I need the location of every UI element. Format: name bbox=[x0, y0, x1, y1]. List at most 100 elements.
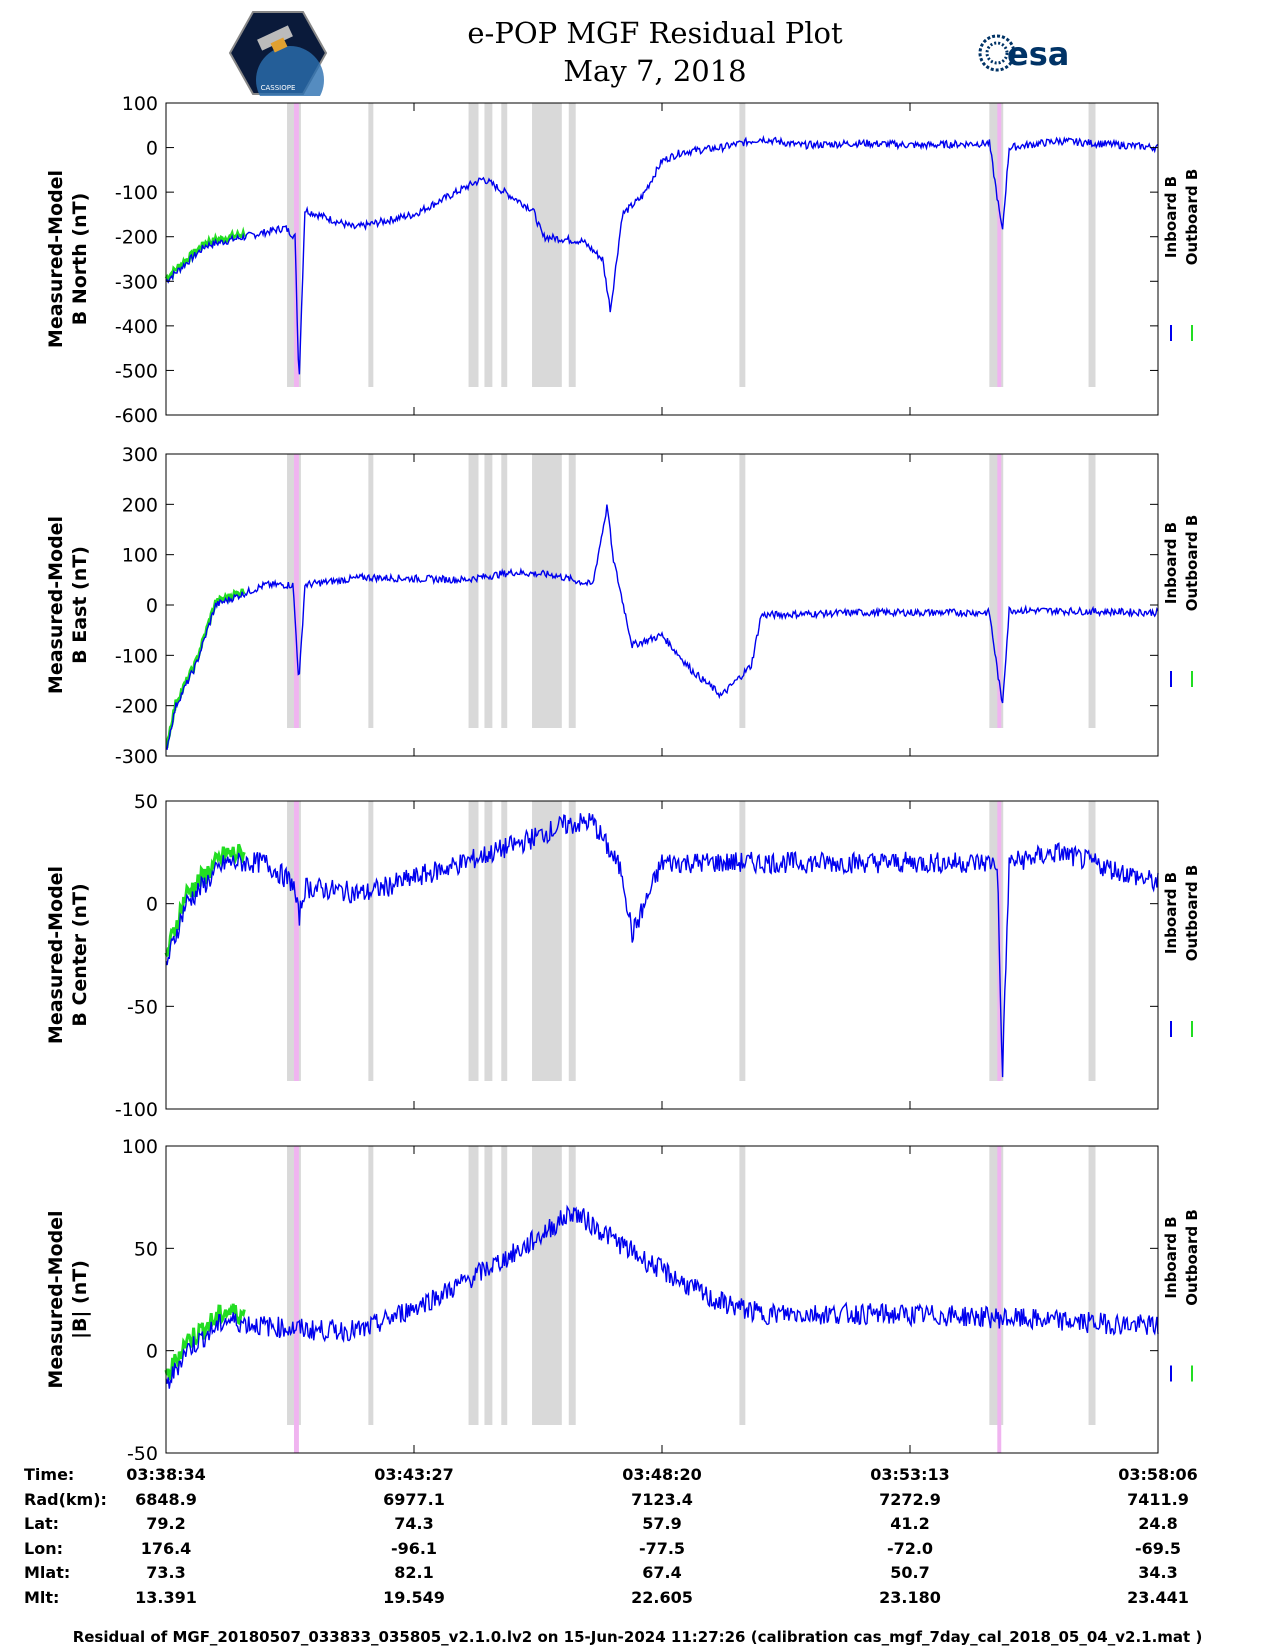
ephemeris-value: 176.4 bbox=[140, 1538, 192, 1558]
ephemeris-value: 19.549 bbox=[383, 1587, 445, 1607]
pink-band bbox=[293, 801, 299, 1081]
gray-band bbox=[532, 103, 562, 387]
ephemeris-label: Mlat: bbox=[24, 1563, 71, 1582]
y-tick-label: -200 bbox=[115, 696, 158, 718]
gray-band bbox=[484, 103, 493, 387]
y-tick-label: -600 bbox=[115, 405, 158, 427]
ephemeris-value: 03:53:13 bbox=[870, 1465, 950, 1484]
y-tick-label: 100 bbox=[122, 545, 158, 567]
axes-frame bbox=[165, 453, 1159, 757]
ephemeris-value: 73.3 bbox=[146, 1563, 186, 1582]
inboard-b-line bbox=[165, 813, 1159, 1078]
pink-band bbox=[293, 454, 299, 728]
ephemeris-row: Lon: 176.4 -96.1 -77.5 -72.0 -69.5 bbox=[0, 1539, 1275, 1563]
legend-outboard-label: Outboard B bbox=[1183, 515, 1201, 612]
y-axis-label-line1: Measured-Model bbox=[45, 866, 67, 1044]
y-tick-label: 0 bbox=[146, 138, 158, 160]
ephemeris-table: Time: 03:38:34 03:43:27 03:48:20 03:53:13 03:… bbox=[0, 1465, 1275, 1615]
legend-inboard-label: Inboard B bbox=[1162, 522, 1180, 604]
plot-date: May 7, 2018 bbox=[563, 54, 747, 88]
gray-band bbox=[484, 454, 493, 728]
y-tick-label: -50 bbox=[127, 996, 158, 1018]
gray-band bbox=[1088, 103, 1096, 387]
inboard-b-line bbox=[165, 504, 1159, 750]
ephemeris-label: Rad(km): bbox=[24, 1489, 107, 1509]
y-axis-label-line1: Measured-Model bbox=[45, 1210, 67, 1388]
panel-2: 300 200 100 0 -100 -200 -300 Measured-Model B Ea… bbox=[45, 444, 1201, 768]
ephemeris-value: 34.3 bbox=[1138, 1563, 1178, 1582]
gray-band bbox=[501, 1146, 508, 1425]
ephemeris-label: Lon: bbox=[24, 1538, 63, 1558]
y-tick-label: -400 bbox=[115, 316, 158, 338]
ephemeris-value: -72.0 bbox=[886, 1538, 934, 1558]
ephemeris-value: 7123.4 bbox=[631, 1489, 693, 1509]
inboard-b-line bbox=[165, 1204, 1159, 1389]
ephemeris-value: 50.7 bbox=[890, 1563, 930, 1582]
ephemeris-value: 13.391 bbox=[135, 1587, 197, 1607]
panel-4: 100 50 0 -50 Measured-Model |B| (nT) Inboard B… bbox=[45, 1136, 1201, 1460]
gray-band bbox=[568, 103, 576, 387]
ephemeris-label: Lat: bbox=[24, 1514, 60, 1533]
ephemeris-value: -77.5 bbox=[638, 1538, 686, 1558]
esa-logo: esa bbox=[978, 34, 1069, 73]
pink-band bbox=[997, 454, 1002, 728]
gray-band bbox=[739, 1146, 746, 1425]
ephemeris-value: 23.180 bbox=[879, 1587, 941, 1607]
outboard-b-line bbox=[165, 588, 246, 749]
ephemeris-value: 79.2 bbox=[146, 1514, 186, 1533]
y-tick-label: 100 bbox=[122, 1136, 158, 1158]
y-tick-label: 50 bbox=[134, 1238, 158, 1260]
gray-band bbox=[484, 1146, 493, 1425]
gray-band bbox=[1088, 1146, 1096, 1425]
gray-band bbox=[739, 103, 746, 387]
ephemeris-value: 57.9 bbox=[642, 1514, 682, 1533]
ephemeris-value: 03:48:20 bbox=[622, 1465, 702, 1484]
pink-band bbox=[293, 1146, 299, 1453]
panel-3: 50 0 -50 -100 Measured-Model B Center (nT) Inb… bbox=[45, 791, 1201, 1121]
residual-plots: 1000-100-200-300-400-500-600Measured-Mod… bbox=[45, 93, 1201, 1460]
legend-inboard-label: Inboard B bbox=[1162, 1216, 1180, 1298]
esa-logo-text: esa bbox=[1007, 35, 1069, 73]
y-axis-label-line2: B East (nT) bbox=[69, 546, 91, 664]
gray-band bbox=[568, 1146, 576, 1425]
ephemeris-value: 7272.9 bbox=[879, 1489, 941, 1509]
ephemeris-value: 22.605 bbox=[631, 1587, 693, 1607]
ephemeris-value: 7411.9 bbox=[1127, 1489, 1189, 1509]
ephemeris-label: Mlt: bbox=[24, 1587, 60, 1607]
legend-outboard-label: Outboard B bbox=[1183, 865, 1201, 962]
gray-band bbox=[739, 454, 746, 728]
pink-band bbox=[997, 103, 1002, 387]
gray-band bbox=[484, 801, 493, 1081]
ephemeris-row: Mlat: 73.3 82.1 67.4 50.7 34.3 bbox=[0, 1563, 1275, 1587]
ephemeris-value: -69.5 bbox=[1134, 1538, 1182, 1558]
ephemeris-value: 03:43:27 bbox=[374, 1465, 454, 1484]
cassiope-logo-text: CASSIOPE bbox=[261, 84, 296, 92]
plot-title: e-POP MGF Residual Plot bbox=[467, 16, 843, 50]
ephemeris-value: 03:38:34 bbox=[126, 1465, 206, 1484]
ephemeris-value: 6977.1 bbox=[383, 1489, 445, 1509]
ephemeris-value: 6848.9 bbox=[135, 1489, 197, 1509]
gray-band bbox=[368, 801, 374, 1081]
gray-band bbox=[532, 454, 562, 728]
gray-band bbox=[368, 103, 374, 387]
gray-band bbox=[532, 1146, 562, 1425]
y-tick-label: 100 bbox=[122, 93, 158, 115]
gray-band bbox=[501, 801, 508, 1081]
gray-band bbox=[568, 454, 576, 728]
gray-band bbox=[501, 103, 508, 387]
y-tick-label: -100 bbox=[115, 1099, 158, 1121]
gray-band bbox=[368, 1146, 374, 1425]
pink-band bbox=[293, 103, 299, 387]
y-axis-label-line2: |B| (nT) bbox=[69, 1260, 91, 1339]
ephemeris-row: Rad(km): 6848.9 6977.1 7123.4 7272.9 7411.9 bbox=[0, 1490, 1275, 1514]
y-axis-label-line1: Measured-Model bbox=[45, 170, 67, 348]
gray-band bbox=[468, 1146, 479, 1425]
ephemeris-value: 41.2 bbox=[890, 1514, 930, 1533]
y-tick-label: -100 bbox=[115, 645, 158, 667]
y-tick-label: -50 bbox=[127, 1443, 158, 1460]
y-tick-label: -300 bbox=[115, 271, 158, 293]
gray-band bbox=[468, 103, 479, 387]
ephemeris-row: Time: 03:38:34 03:43:27 03:48:20 03:53:13 03:… bbox=[0, 1465, 1275, 1489]
ephemeris-value: 03:58:06 bbox=[1118, 1465, 1198, 1484]
ephemeris-row: Mlt: 13.391 19.549 22.605 23.180 23.441 bbox=[0, 1588, 1275, 1612]
